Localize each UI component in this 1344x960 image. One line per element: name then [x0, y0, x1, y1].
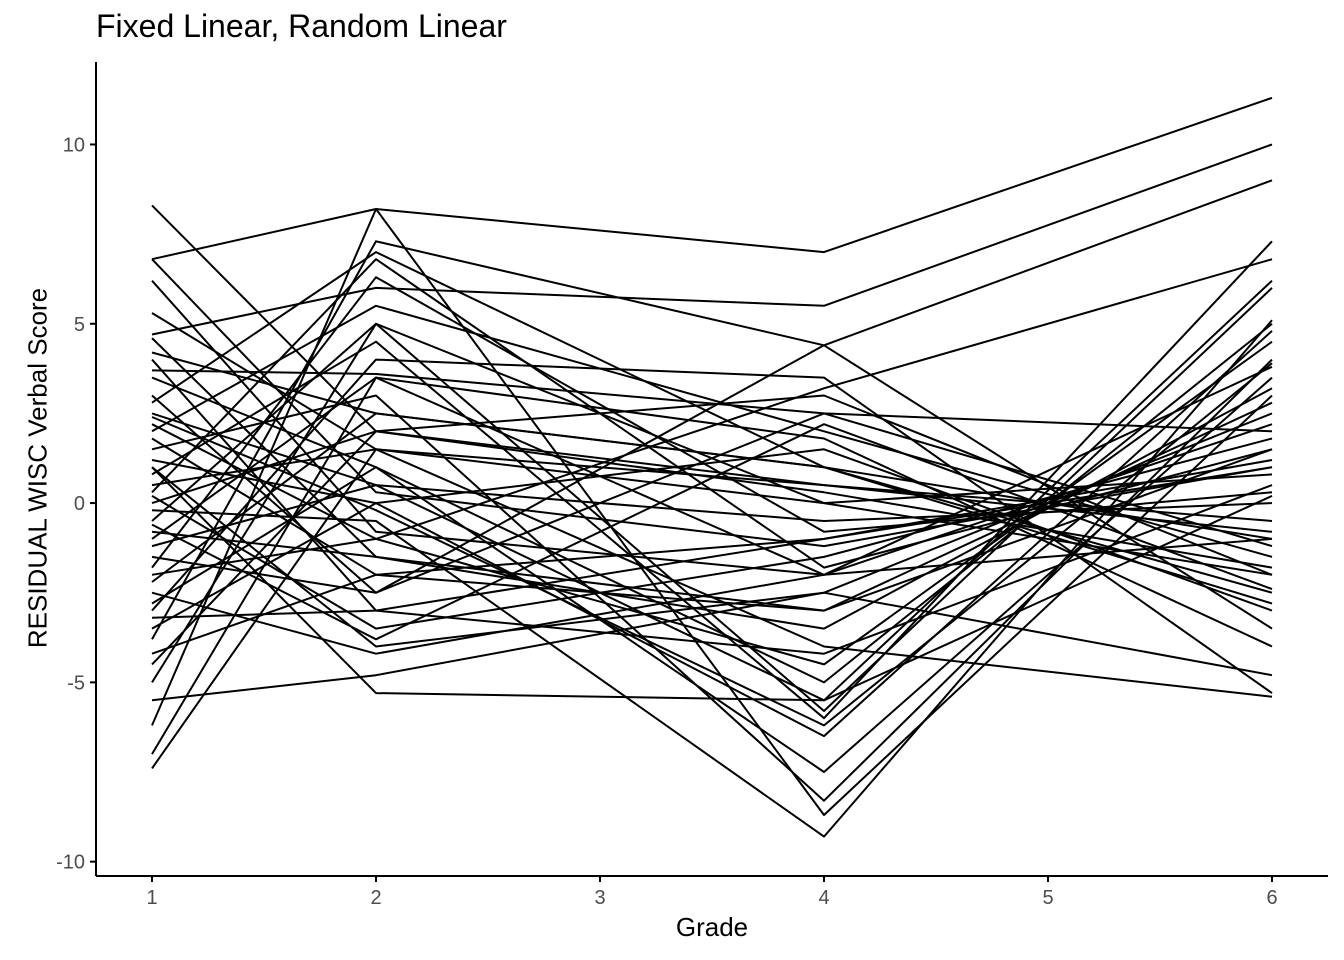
y-tick-label: 0 [74, 493, 85, 515]
series-line-50 [151, 362, 1273, 727]
x-tick-label: 4 [818, 887, 829, 909]
x-tick-label: 5 [1042, 887, 1053, 909]
series-line-45 [151, 376, 1273, 755]
series-line-42 [151, 287, 1273, 712]
y-axis-label: RESIDUAL WISC Verbal Score [22, 287, 53, 649]
series-line-41 [151, 430, 1273, 666]
x-tick-label: 6 [1266, 887, 1277, 909]
x-tick-label: 1 [146, 887, 157, 909]
series-line-49 [151, 423, 1273, 641]
x-tick-label: 2 [370, 887, 381, 909]
series-line-48 [151, 258, 1273, 569]
series-line-3 [151, 96, 1273, 261]
series-line-36 [151, 358, 1273, 694]
series-line-43 [151, 591, 1273, 702]
series-line-10 [151, 369, 1273, 433]
series-line-28 [151, 376, 1273, 648]
series-line-31 [151, 276, 1273, 569]
series-line-44 [151, 208, 1273, 816]
x-tick-label: 3 [594, 887, 605, 909]
y-tick-label: 5 [74, 314, 85, 336]
y-tick-label: 10 [63, 134, 85, 156]
x-axis-label: Grade [675, 912, 749, 942]
series-line-12 [151, 179, 1273, 594]
y-tick-label: -5 [67, 672, 85, 694]
series-line-4 [151, 280, 1273, 576]
series-layer [151, 96, 1273, 838]
series-line-30 [151, 412, 1273, 594]
series-line-7 [151, 337, 1273, 612]
axis-layer: 1 2 3 4 5 6 -10 -5 0 5 10 [56, 62, 1328, 909]
series-line-46 [151, 448, 1273, 769]
chart-title: Fixed Linear, Random Linear [96, 8, 507, 44]
series-line-39 [151, 240, 1273, 640]
series-line-47 [151, 466, 1273, 702]
y-tick-label: -10 [56, 852, 85, 874]
series-line-6 [151, 143, 1273, 336]
